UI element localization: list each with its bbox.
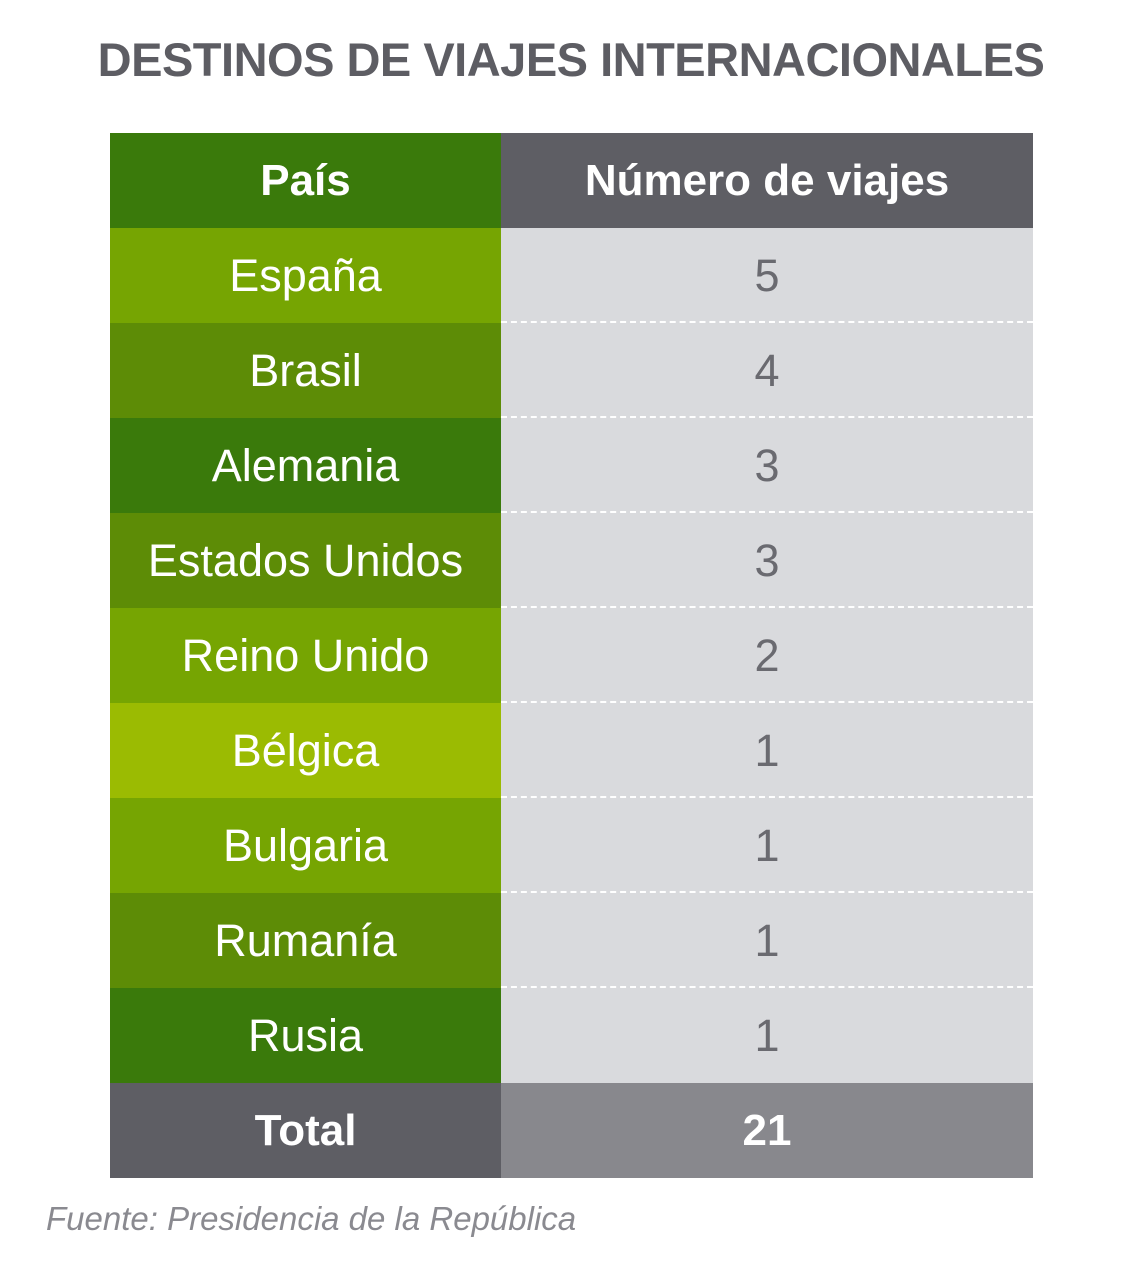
- table-row: Brasil 4: [110, 323, 1033, 418]
- table-total-row: Total 21: [110, 1083, 1033, 1178]
- table-row: Rumanía 1: [110, 893, 1033, 988]
- trips-cell: 5: [501, 228, 1033, 323]
- country-cell: España: [110, 228, 501, 323]
- table-row: Bulgaria 1: [110, 798, 1033, 893]
- country-cell: Bulgaria: [110, 798, 501, 893]
- country-cell: Estados Unidos: [110, 513, 501, 608]
- trips-cell: 4: [501, 323, 1033, 418]
- table-row: España 5: [110, 228, 1033, 323]
- total-label: Total: [110, 1083, 501, 1178]
- country-cell: Bélgica: [110, 703, 501, 798]
- table-row: Estados Unidos 3: [110, 513, 1033, 608]
- source-note: Fuente: Presidencia de la República: [46, 1200, 577, 1237]
- trips-cell: 2: [501, 608, 1033, 703]
- chart-title: DESTINOS DE VIAJES INTERNACIONALES: [97, 33, 1045, 86]
- trips-cell: 1: [501, 798, 1033, 893]
- trips-cell: 3: [501, 418, 1033, 513]
- country-cell: Reino Unido: [110, 608, 501, 703]
- trips-cell: 3: [501, 513, 1033, 608]
- country-cell: Rumanía: [110, 893, 501, 988]
- trips-cell: 1: [501, 988, 1033, 1083]
- country-cell: Alemania: [110, 418, 501, 513]
- table-row: Alemania 3: [110, 418, 1033, 513]
- table-row: Reino Unido 2: [110, 608, 1033, 703]
- table-header-row: País Número de viajes: [110, 133, 1033, 228]
- country-cell: Brasil: [110, 323, 501, 418]
- table-body: España 5 Brasil 4 Alemania 3 Estados Unidos 3 Re…: [110, 228, 1033, 1083]
- trips-cell: 1: [501, 893, 1033, 988]
- total-value: 21: [501, 1083, 1033, 1178]
- destinations-table: País Número de viajes España 5 Brasil 4 Alem…: [110, 133, 1033, 1178]
- table-row: Rusia 1: [110, 988, 1033, 1083]
- column-header-trips: Número de viajes: [501, 133, 1033, 228]
- country-cell: Rusia: [110, 988, 501, 1083]
- column-header-country: País: [110, 133, 501, 228]
- trips-cell: 1: [501, 703, 1033, 798]
- table-row: Bélgica 1: [110, 703, 1033, 798]
